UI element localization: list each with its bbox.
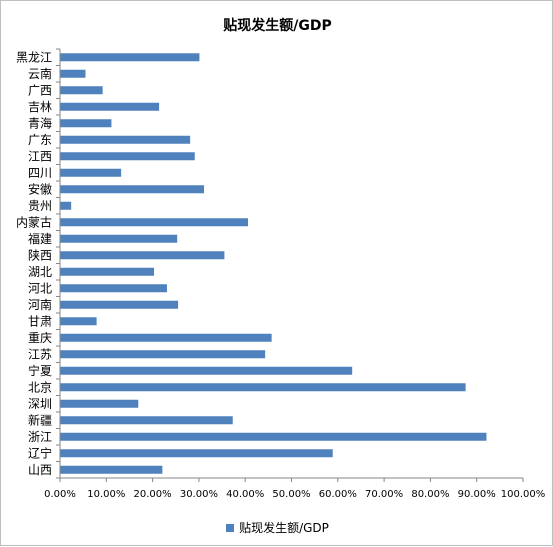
category-label: 甘肃 xyxy=(28,314,52,328)
category-label: 内蒙古 xyxy=(16,214,52,229)
x-tick-label: 60.00% xyxy=(319,489,357,500)
bar xyxy=(60,152,195,161)
legend-label: 贴现发生额/GDP xyxy=(239,521,329,535)
bar xyxy=(60,201,72,210)
bar xyxy=(60,284,167,293)
x-tick-label: 100.00% xyxy=(501,489,546,500)
bar xyxy=(60,218,249,227)
bar xyxy=(60,267,155,276)
category-label: 新疆 xyxy=(28,412,52,427)
bar xyxy=(60,86,103,95)
category-labels: 黑龙江云南广西吉林青海广东江西四川安徽贵州内蒙古福建陕西湖北河北河南甘肃重庆江苏… xyxy=(16,50,52,477)
category-label: 四川 xyxy=(28,166,52,180)
bar xyxy=(60,168,122,177)
category-label: 贵州 xyxy=(28,199,52,213)
category-label: 青海 xyxy=(28,115,52,130)
bar xyxy=(60,135,191,144)
category-label: 河北 xyxy=(28,281,52,295)
bar xyxy=(60,416,233,425)
x-tick-label: 40.00% xyxy=(226,489,264,500)
category-label: 福建 xyxy=(28,231,52,246)
category-label: 广东 xyxy=(28,133,52,147)
bar xyxy=(60,333,272,342)
bar xyxy=(60,383,466,392)
bar xyxy=(60,432,487,441)
x-tick-label: 30.00% xyxy=(180,489,218,500)
bar xyxy=(60,449,333,458)
x-tick-labels: 0.00% 10.00% 20.00% 30.00% 40.00% 50.00% 60.00… xyxy=(44,489,545,500)
bar xyxy=(60,317,97,326)
x-tick-label: 10.00% xyxy=(87,489,125,500)
category-label: 深圳 xyxy=(28,397,52,411)
x-tick-label: 80.00% xyxy=(411,489,449,500)
bar xyxy=(60,465,163,474)
category-label: 河南 xyxy=(28,297,52,312)
category-label: 浙江 xyxy=(28,430,52,444)
category-label: 山西 xyxy=(28,463,52,477)
category-label: 重庆 xyxy=(28,331,52,345)
bar xyxy=(60,234,178,243)
category-label: 湖北 xyxy=(28,264,52,279)
bars xyxy=(60,53,487,474)
bar xyxy=(60,300,179,309)
bar xyxy=(60,251,225,260)
category-label: 广西 xyxy=(28,83,52,97)
axes xyxy=(56,48,524,482)
chart-title: 贴现发生额/GDP xyxy=(223,18,332,34)
category-label: 江西 xyxy=(28,149,52,163)
legend: 贴现发生额/GDP xyxy=(1,519,553,536)
x-tick-label: 0.00% xyxy=(44,489,76,500)
bar xyxy=(60,185,205,194)
legend-swatch xyxy=(226,523,235,532)
bar xyxy=(60,53,200,62)
category-label: 云南 xyxy=(28,66,52,81)
category-label: 陕西 xyxy=(28,247,52,262)
category-label: 辽宁 xyxy=(28,445,52,460)
bar xyxy=(60,102,160,111)
category-label: 安徽 xyxy=(28,181,52,196)
x-tick-label: 90.00% xyxy=(458,489,496,500)
category-label: 宁夏 xyxy=(28,363,52,378)
bar xyxy=(60,69,86,78)
x-tick-label: 20.00% xyxy=(134,489,172,500)
x-tick-label: 70.00% xyxy=(365,489,403,500)
category-label: 黑龙江 xyxy=(16,50,52,64)
bar xyxy=(60,350,266,359)
category-label: 江苏 xyxy=(28,347,52,361)
category-label: 北京 xyxy=(28,380,52,394)
bar xyxy=(60,399,139,408)
category-label: 吉林 xyxy=(28,100,52,114)
bar xyxy=(60,119,112,128)
bar xyxy=(60,366,353,375)
x-tick-label: 50.00% xyxy=(272,489,310,500)
